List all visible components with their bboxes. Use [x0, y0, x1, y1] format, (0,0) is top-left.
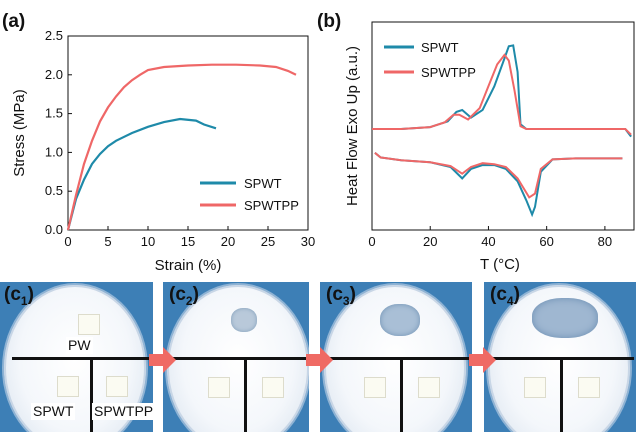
legend-a: SPWT SPWTPP	[200, 176, 299, 213]
divider-horizontal	[324, 357, 472, 360]
photo-panel-c1: PW SPWT SPWTPP (c1)	[0, 282, 153, 432]
y-tick-label: 1.0	[45, 144, 63, 159]
photo-panel-c2: (c2)	[163, 282, 309, 432]
spwtpp-sample	[418, 377, 440, 398]
legend-label-spwt-b: SPWT	[421, 40, 459, 55]
pw-melt	[231, 308, 257, 332]
divider-vertical	[400, 357, 403, 432]
y-tick-label: 0.0	[45, 222, 63, 237]
x-tick-label: 15	[181, 234, 195, 249]
plot-frame-b	[371, 21, 635, 231]
divider-vertical	[244, 357, 247, 432]
series-line-spwt	[66, 117, 217, 231]
spwt-label: SPWT	[31, 403, 76, 420]
photo-panel-c4: (c4)	[484, 282, 636, 432]
x-tick-label: 20	[423, 234, 437, 249]
dsc-chart: 0 20 40 60 80 T (°C) Heat Flow Exo Up (a.u.)…	[344, 21, 635, 273]
spwt-sample	[57, 376, 79, 397]
heating-curve-spwtpp	[372, 53, 632, 136]
spwt-sample	[524, 377, 546, 398]
cooling-curve-spwt	[374, 152, 623, 218]
x-tick-label: 0	[64, 234, 71, 249]
cooling-curve-spwtpp	[374, 152, 623, 199]
spwtpp-sample	[262, 377, 284, 398]
x-tick-label: 40	[481, 234, 495, 249]
x-tick-label: 0	[368, 234, 375, 249]
series-lines-a	[66, 63, 297, 231]
x-tick-label: 25	[261, 234, 275, 249]
x-tick-label: 80	[598, 234, 612, 249]
y-tick-label: 2.0	[45, 67, 63, 82]
panel-label-c1: (c1)	[4, 284, 34, 308]
x-axis-label-b: T (°C)	[480, 256, 520, 273]
legend-label-spwtpp-b: SPWTPP	[421, 65, 476, 80]
series-lines-b	[372, 44, 632, 218]
x-tick-label: 60	[539, 234, 553, 249]
charts-canvas: (a) 0 5 10 15 20 25 30 0.0 0.5 1.0 1.5 2.0 2.5 Strai…	[2, 11, 635, 274]
panel-label-c3: (c3)	[326, 284, 356, 308]
spwt-sample	[364, 377, 386, 398]
x-tick-label: 20	[221, 234, 235, 249]
y-tick-label: 2.5	[45, 28, 63, 43]
series-line-spwtpp	[66, 63, 297, 231]
y-tick-label: 1.5	[45, 106, 63, 121]
legend-b: SPWT SPWTPP	[384, 40, 476, 80]
pw-melt	[532, 298, 598, 338]
spwtpp-sample	[578, 377, 600, 398]
panel-label-c2: (c2)	[169, 284, 199, 308]
panel-label-c4: (c4)	[490, 284, 520, 308]
photo-panel-c3: (c3)	[320, 282, 472, 432]
divider-vertical	[560, 357, 563, 432]
divider-vertical	[90, 357, 93, 432]
x-tick-label: 10	[141, 234, 155, 249]
divider-horizontal	[12, 357, 153, 360]
panel-label-a: (a)	[2, 11, 25, 32]
y-axis-label-b: Heat Flow Exo Up (a.u.)	[344, 46, 361, 206]
stress-strain-chart: 0 5 10 15 20 25 30 0.0 0.5 1.0 1.5 2.0 2.5 Strain (%…	[11, 28, 315, 274]
panel-label-b: (b)	[317, 11, 341, 32]
x-axis-label-a: Strain (%)	[155, 257, 222, 274]
legend-label-spwtpp: SPWTPP	[244, 198, 299, 213]
y-axis-label-a: Stress (MPa)	[11, 89, 28, 177]
spwt-sample	[208, 377, 230, 398]
x-tick-label: 5	[104, 234, 111, 249]
pw-sample	[78, 314, 100, 335]
divider-horizontal	[171, 357, 309, 360]
y-tick-label: 0.5	[45, 183, 63, 198]
legend-label-spwt: SPWT	[244, 176, 282, 191]
x-tick-label: 30	[301, 234, 315, 249]
pw-label: PW	[66, 337, 93, 354]
axis-ticks-a: 0 5 10 15 20 25 30 0.0 0.5 1.0 1.5 2.0 2.5	[45, 28, 315, 249]
axis-ticks-b: 0 20 40 60 80	[368, 226, 612, 249]
spwtpp-label: SPWTPP	[92, 403, 153, 420]
pw-melt	[380, 304, 420, 336]
spwtpp-sample	[106, 376, 128, 397]
